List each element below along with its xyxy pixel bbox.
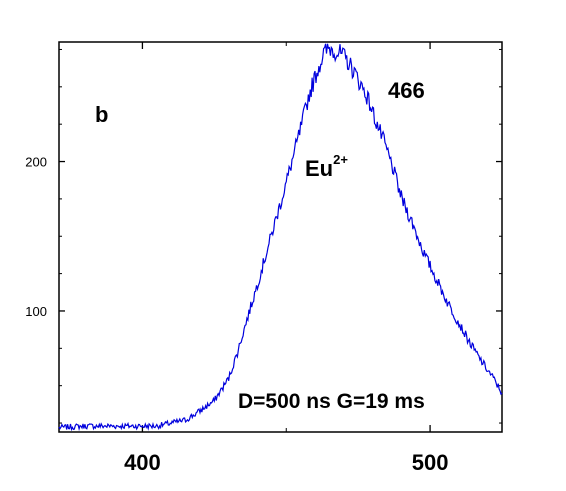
ion-label: Eu2+ [305, 152, 348, 181]
ion-charge: 2+ [333, 152, 348, 167]
axes [58, 41, 503, 433]
y-tick-label: 100 [25, 304, 47, 319]
conditions-label: D=500 ns G=19 ms [238, 390, 425, 413]
y-tick-label: 200 [25, 155, 47, 170]
tick-marks: 100 200 400 500 [25, 42, 502, 475]
x-tick-label: 500 [412, 450, 449, 475]
series-layer [58, 43, 503, 432]
peak-label: 466 [388, 78, 425, 103]
emission-series-line [58, 43, 503, 432]
x-tick-label: 400 [124, 450, 161, 475]
plot-frame [58, 41, 503, 433]
panel-label: b [95, 102, 108, 127]
ion-base: Eu [305, 156, 333, 181]
